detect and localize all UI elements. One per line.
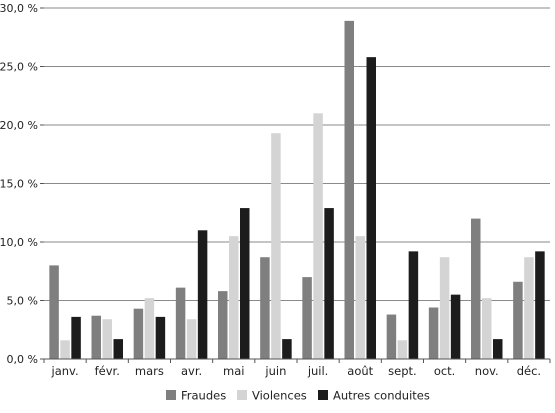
x-axis-categories: janv. févr. mars avr. mai juin juil. août sept. o… <box>43 359 551 378</box>
bar-autres-conduites <box>197 230 208 359</box>
legend-label: Autres conduites <box>333 389 430 403</box>
bar-fraudes <box>49 265 59 359</box>
bar-violences <box>102 319 112 359</box>
bar-fraudes <box>133 308 144 359</box>
bar-autres-conduites <box>366 57 376 359</box>
y-tick-label: 30,0 % <box>0 2 38 15</box>
bar-autres-conduites <box>408 251 419 359</box>
bar-autres-conduites <box>113 339 123 359</box>
x-category-label: juil. <box>307 364 329 378</box>
x-category-label: oct. <box>434 364 456 378</box>
x-category-label: août <box>347 364 373 378</box>
bar-violences <box>439 257 450 359</box>
bar-autres-conduites <box>324 208 334 359</box>
bar-fraudes <box>91 315 101 359</box>
bar-autres-conduites <box>282 339 292 359</box>
bar-violences <box>144 298 155 359</box>
bar-autres-conduites <box>240 208 250 359</box>
bar-violences <box>60 340 70 359</box>
legend: Fraudes Violences Autres conduites <box>166 389 430 403</box>
x-category-label: févr. <box>95 364 120 378</box>
y-tick-label: 25,0 % <box>0 61 38 74</box>
bar-fraudes <box>344 20 354 360</box>
bar-fraudes <box>471 218 481 359</box>
x-category-label: juin <box>264 364 286 378</box>
bar-fraudes <box>302 277 312 359</box>
bar-violences <box>271 133 281 359</box>
x-category-label: déc. <box>517 364 541 378</box>
bars <box>49 20 545 360</box>
bar-fraudes <box>513 281 523 359</box>
x-category-label: mars <box>135 364 164 378</box>
bar-violences <box>524 257 534 359</box>
bar-fraudes <box>386 314 397 359</box>
bar-violences <box>482 298 492 359</box>
legend-swatch <box>237 390 247 400</box>
x-category-label: nov. <box>475 364 499 378</box>
bar-autres-conduites <box>155 316 166 359</box>
x-category-label: sept. <box>388 364 417 378</box>
y-tick-label: 5,0 % <box>7 295 38 308</box>
bar-autres-conduites <box>535 251 545 359</box>
legend-swatch <box>318 390 328 400</box>
bar-autres-conduites <box>71 316 81 359</box>
x-category-label: avr. <box>181 364 202 378</box>
bar-fraudes <box>428 307 439 359</box>
y-tick-label: 20,0 % <box>0 119 38 132</box>
x-category-label: mai <box>223 364 244 378</box>
y-tick-label: 10,0 % <box>0 236 38 249</box>
y-axis-ticks: 0,0 % 5,0 % 10,0 % 15,0 % 20,0 % 25,0 % 30,0 % <box>0 2 44 366</box>
bar-fraudes <box>175 287 186 359</box>
bar-violences <box>355 236 365 359</box>
bar-fraudes <box>260 257 270 359</box>
bar-violences <box>313 113 323 359</box>
grid-lines <box>44 7 550 301</box>
y-tick-label: 0,0 % <box>7 353 38 366</box>
bar-violences <box>397 340 408 359</box>
bar-violences <box>229 236 239 359</box>
bar-autres-conduites <box>493 339 503 359</box>
bar-fraudes <box>218 291 228 359</box>
legend-label: Fraudes <box>181 389 226 403</box>
legend-label: Violences <box>252 389 307 403</box>
y-tick-label: 15,0 % <box>0 178 38 191</box>
legend-swatch <box>166 390 176 400</box>
x-category-label: janv. <box>51 364 79 378</box>
bar-violences <box>186 319 197 359</box>
bar-autres-conduites <box>450 294 461 359</box>
